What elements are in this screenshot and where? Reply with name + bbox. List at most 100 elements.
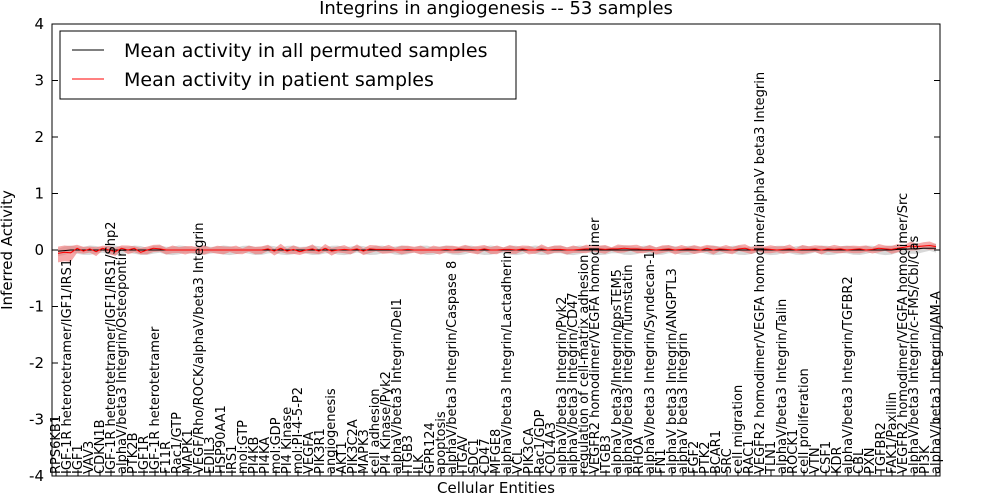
x-category-label: FN1	[654, 449, 669, 474]
x-category-label: alphaV/beta3 Integrin/Pyk2	[555, 297, 570, 474]
x-category-label: VEGFR2 homodimer/VEGFA homodimer/Src	[896, 193, 911, 474]
x-category-label: Rac1/GTP	[170, 412, 185, 474]
x-category-label: IGF1	[71, 444, 86, 474]
x-category-label: ILK	[412, 454, 427, 474]
y-tick-label: 2	[34, 128, 44, 146]
x-category-label: apoptosis	[434, 411, 449, 474]
y-tick-label: -2	[29, 354, 44, 372]
x-category-label: PIK3R1	[313, 428, 328, 474]
y-tick-label: 1	[34, 185, 44, 203]
x-category-label: RAC1	[742, 439, 757, 474]
x-category-label: CDKN1B	[93, 419, 108, 474]
x-category-label: PIK3C2A	[346, 419, 361, 474]
y-axis-label: Inferred Activity	[0, 190, 16, 310]
y-tick-label: -4	[29, 467, 44, 485]
x-category-label: SRC	[720, 448, 735, 474]
x-category-label: TLN1	[764, 441, 779, 475]
x-category-label: PI4 Kinase/Pyk2	[379, 371, 394, 474]
x-category-label: IGF-1R heterotetramer/IGF1/IRS1	[60, 259, 75, 474]
x-category-label: alphaV/beta3 Integrin/TGFBR2	[841, 276, 856, 474]
x-category-label: IGF1R	[137, 435, 152, 474]
legend-box	[59, 30, 517, 100]
x-category-label: VTN	[808, 447, 823, 474]
x-category-label: cell proliferation	[797, 368, 812, 474]
x-category-label: alphaV/beta3 Integrin/Del1	[390, 298, 405, 474]
chart-title: Integrins in angiogenesis -- 53 samples	[319, 0, 673, 19]
x-category-label: VEGFA	[302, 432, 317, 474]
x-category-label: EDIL3	[203, 436, 218, 474]
x-category-label: IGF-1R heterotetramer/IGF1/IRS1/Shp2	[104, 221, 119, 474]
x-category-label: alphaV/beta3 Integrin/Talin	[775, 299, 790, 474]
x-category-label: HSP90AA1	[214, 405, 229, 474]
x-category-label: alphaV beta3 Integrin/ANGPTL3	[665, 268, 680, 474]
x-category-label: cell adhesion	[368, 388, 383, 474]
x-category-label: alphaV beta3/Integrin/ppsTEM5	[610, 269, 625, 474]
x-category-label: PI4 Kinase	[280, 407, 295, 474]
x-category-label: VCL	[511, 448, 526, 474]
x-category-label: Rac1/GDP	[533, 409, 548, 474]
x-category-label: GPR124	[423, 422, 438, 474]
x-category-label: MAPK3	[357, 429, 372, 474]
x-category-label: alphaV/beta3 Integrin/Tumstatin	[621, 264, 636, 474]
x-category-label: ITGAV	[456, 435, 471, 474]
x-category-label: PI3K	[918, 445, 933, 474]
x-category-label: VEGF/Rho/ROCK/alphaV/beta3 Integrin	[192, 222, 207, 474]
x-category-label: VEGFR2 homodimer/VEGFA homodimer	[588, 217, 603, 474]
plot-frame-border	[51, 23, 941, 477]
y-tick-label: 4	[34, 15, 44, 33]
x-category-label: regulation of cell-matrix adhesion	[577, 255, 592, 474]
x-category-label: alphaV/beta3 Integrin/Lactadherin	[500, 251, 515, 474]
x-category-label: alphaV/beta3 Integrin/JAM-A	[929, 291, 944, 474]
y-tick-label: -1	[29, 298, 44, 316]
x-axis-label: Cellular Entities	[437, 479, 555, 497]
x-category-label: alphaV/beta3 Integrin/Syndecan-1	[643, 251, 658, 474]
x-category-label: angiogenesis	[324, 388, 339, 474]
x-category-label: IGF-1R heterotetramer	[148, 326, 163, 474]
x-category-label: mol:GDP	[269, 417, 284, 474]
x-category-label: CD47	[478, 438, 493, 474]
x-category-label: MAPK1	[181, 429, 196, 474]
x-category-label: PIK3CA	[522, 427, 537, 474]
legend-label-permuted: Mean activity in all permuted samples	[124, 40, 487, 62]
x-category-label: RHOA	[632, 436, 647, 474]
x-category-label: ITGB3	[599, 435, 614, 474]
x-category-label: alphaV/beta3 Integrin/CD47	[566, 292, 581, 474]
x-category-label: cell migration	[731, 385, 746, 474]
x-category-label: VAV3	[82, 441, 97, 474]
x-category-label: alphaV/beta3 Integrin/Osteopontin	[115, 249, 130, 474]
x-category-label: FAK1/Paxillin	[885, 392, 900, 474]
x-category-label: TGFBR2	[874, 422, 889, 475]
x-category-label: mol:PI-4-5-P2	[291, 387, 306, 474]
x-category-label: CSF1	[819, 441, 834, 474]
x-category-label: SDC1	[467, 438, 482, 474]
x-category-label: alphaV beta3 Integrin	[676, 333, 691, 474]
x-category-label: VEGFR2 homodimer/VEGFA homodimer/alphaV …	[753, 72, 768, 474]
x-category-label: MFGE8	[489, 429, 504, 474]
legend: Mean activity in all permuted samples Me…	[59, 30, 517, 100]
patient-std-band	[58, 241, 936, 263]
x-category-label: COL4A3	[544, 422, 559, 474]
x-category-label: PI4KB	[247, 437, 262, 474]
x-category-label: PTK2	[698, 441, 713, 474]
y-tick-label: 3	[34, 72, 44, 90]
x-category-label: PI4KA	[258, 437, 273, 474]
x-category-label: FGF2	[687, 441, 702, 474]
x-category-label: AKT1	[335, 441, 350, 474]
legend-label-patient: Mean activity in patient samples	[124, 69, 434, 91]
x-category-label: CBL	[852, 448, 867, 474]
x-category-label: IRS1	[225, 445, 240, 474]
x-category-label: BCAR1	[709, 430, 724, 474]
x-category-label: RPS6KB1	[49, 415, 64, 474]
y-axis-ticks: -4 -3 -2 -1 0 1 2 3 4	[29, 15, 940, 485]
x-category-label: F11R	[159, 441, 174, 474]
x-category-label: alphaV/beta3 Integrin/c-FMS/Cbl/Cas	[907, 235, 922, 474]
x-category-label: alphaV/beta3 Integrin/Caspase 8	[445, 261, 460, 474]
x-category-label: PXN	[863, 448, 878, 474]
series-line-patient	[57, 244, 937, 254]
x-category-label: ITGB3	[401, 435, 416, 474]
x-category-label: ROCK1	[786, 429, 801, 474]
x-category-label: PTK2B	[126, 433, 141, 475]
x-category-label: mol:GTP	[236, 420, 251, 474]
